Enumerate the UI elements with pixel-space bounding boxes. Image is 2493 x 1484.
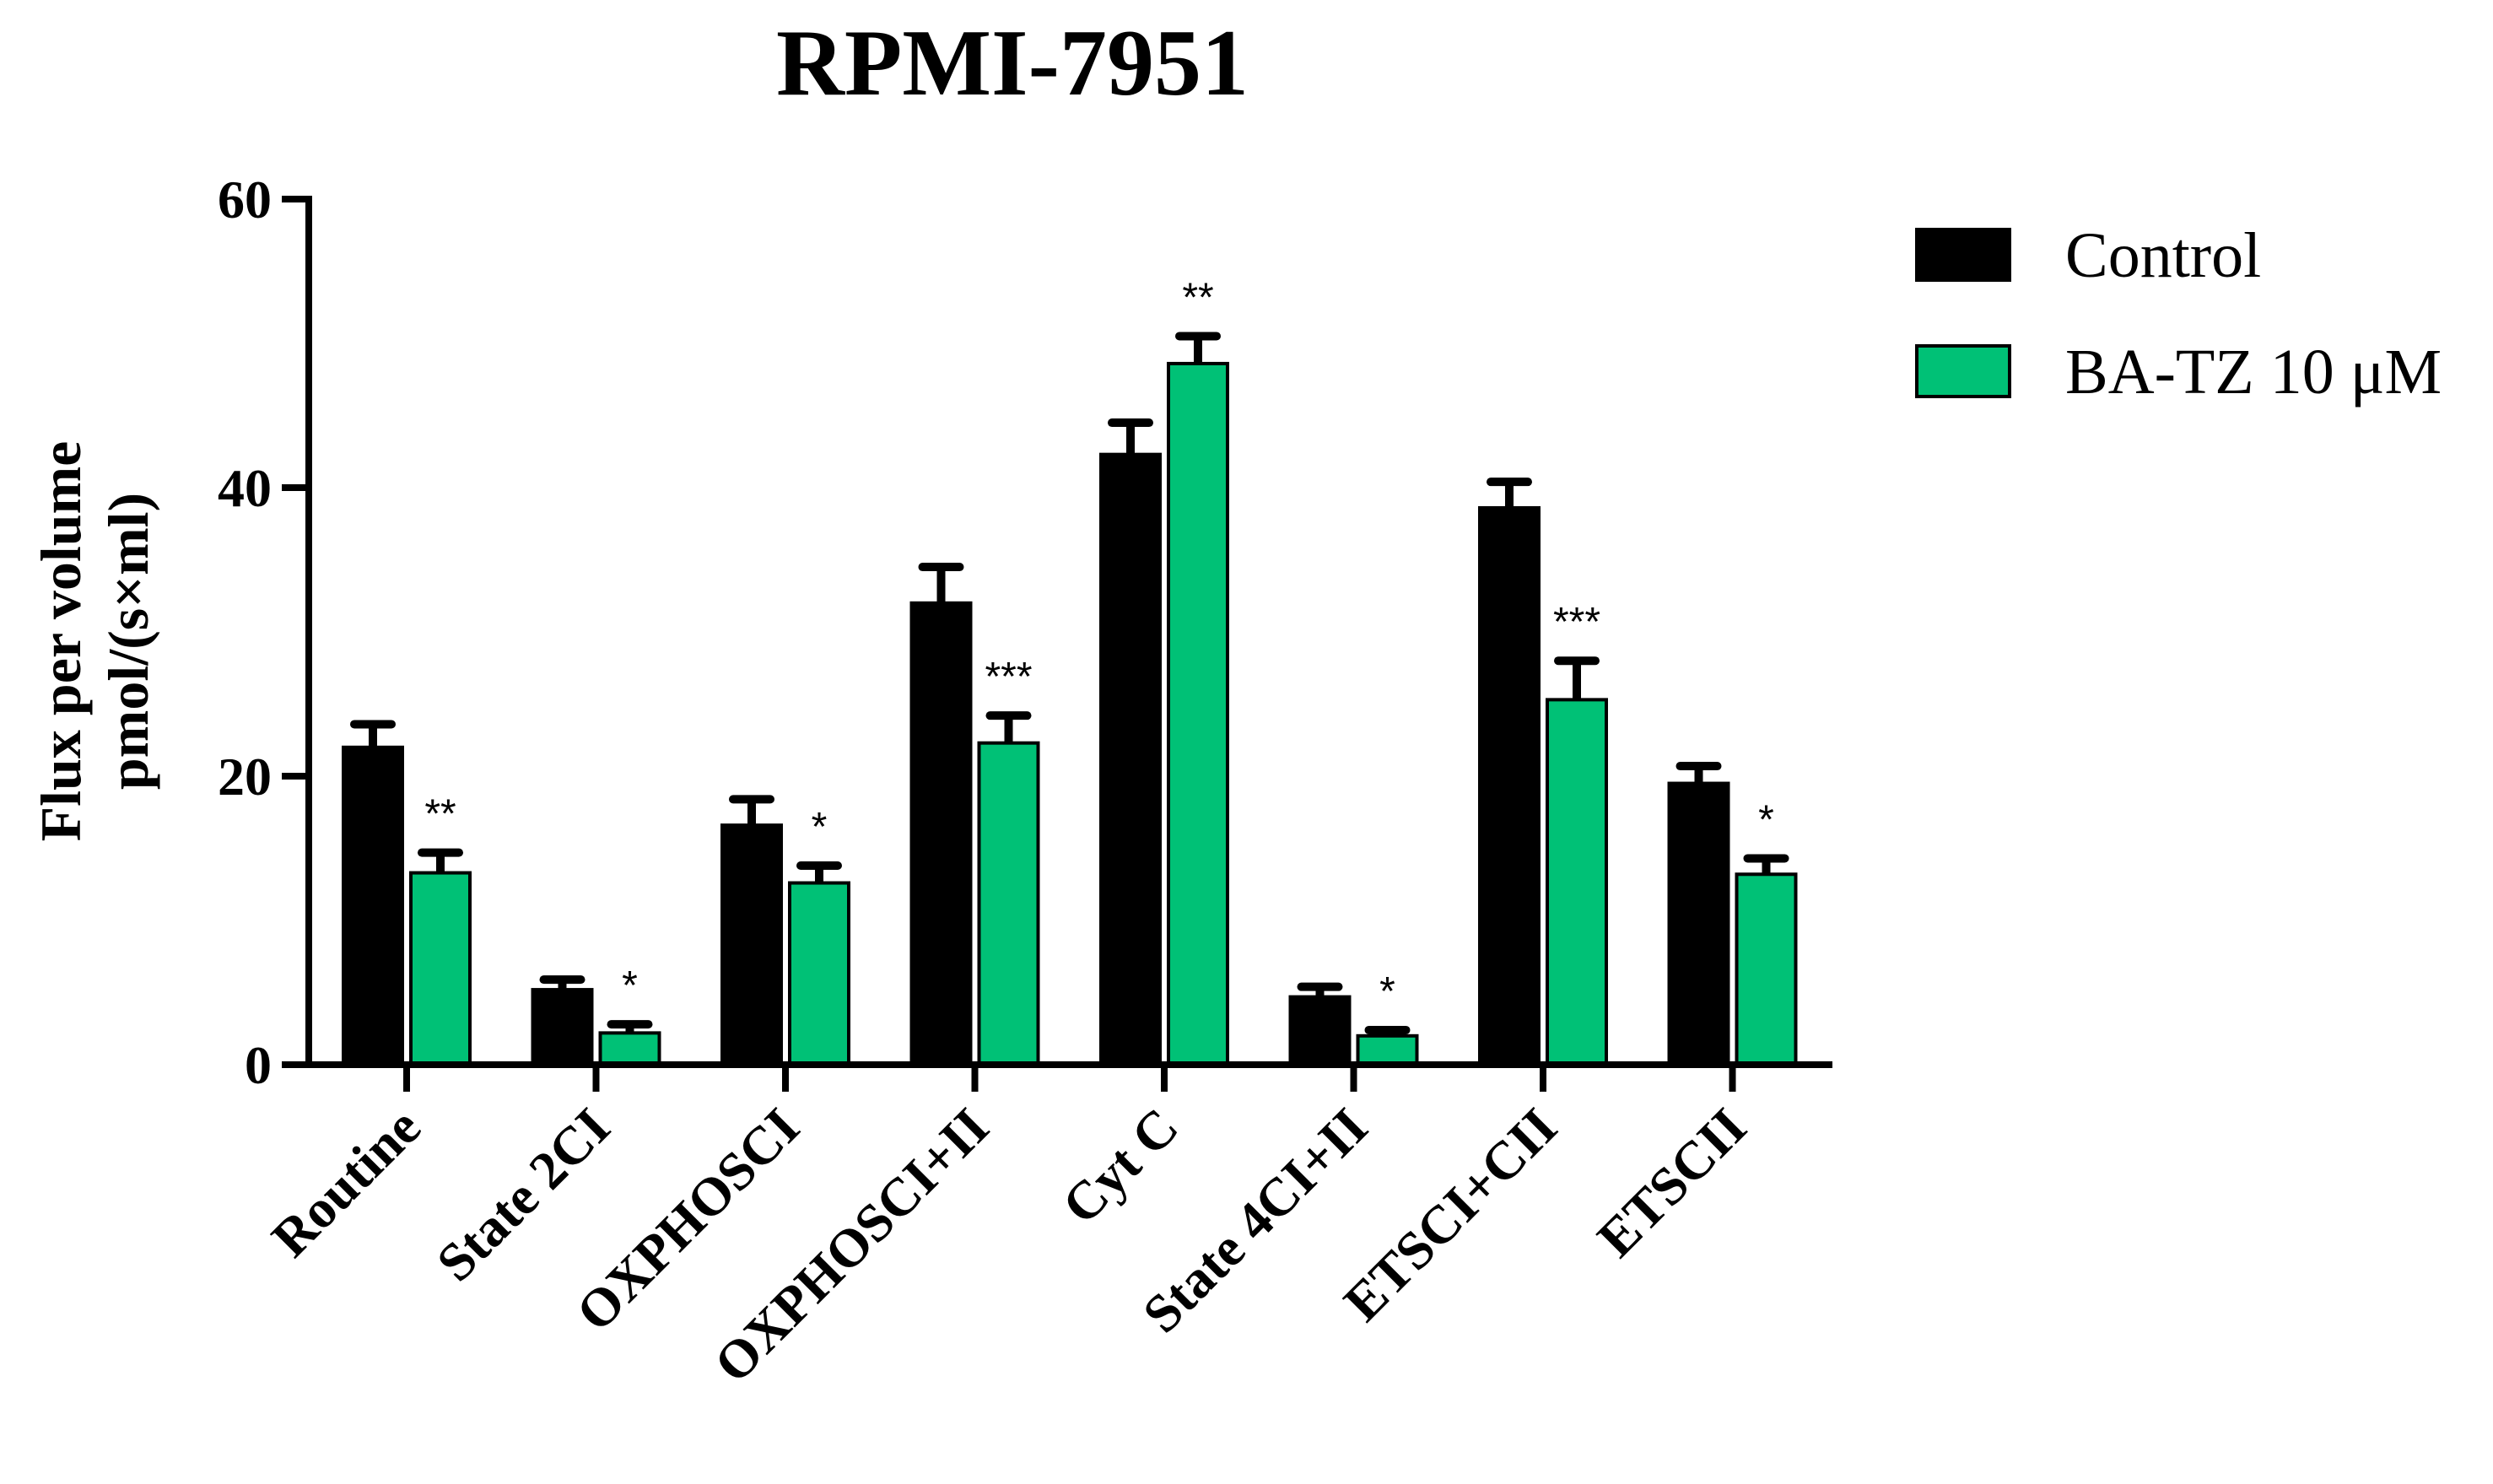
y-tick-label-3: 60 (218, 170, 272, 229)
bar-control-4 (1099, 452, 1162, 1066)
significance-marker-5: * (1379, 969, 1395, 1014)
bars-group (342, 361, 1798, 1067)
category-label-1: State 2CI (425, 1097, 621, 1292)
bar-control-3 (909, 601, 973, 1066)
legend-label-treatment: BA-TZ 10 μM (2065, 337, 2442, 407)
category-label-0: Routine (260, 1097, 432, 1269)
y-tick-label-0: 0 (245, 1035, 272, 1095)
significance-marker-1: * (622, 963, 638, 1008)
y-axis-label-line-2: pmol/(s×ml) (96, 493, 160, 790)
bar-treatment-7 (1735, 872, 1798, 1067)
bar-treatment-3 (977, 741, 1040, 1066)
bar-treatment-5 (1356, 1033, 1419, 1067)
significance-marker-2: * (812, 805, 828, 850)
bar-treatment-4 (1167, 361, 1229, 1066)
significance-marker-4: ** (1182, 275, 1213, 320)
bar-treatment-6 (1546, 698, 1608, 1066)
y-axis-label: Flux per volume pmol/(s×ml) (29, 441, 160, 842)
bar-control-6 (1478, 505, 1541, 1066)
significance-marker-6: *** (1553, 600, 1600, 645)
bar-control-2 (720, 823, 783, 1066)
bar-control-7 (1667, 781, 1730, 1066)
category-label-7: ETSCII (1586, 1097, 1758, 1269)
significance-marker-3: *** (985, 655, 1032, 699)
significance-group: ************** (424, 275, 1774, 1014)
chart-title: RPMI-7951 (776, 11, 1249, 116)
bar-control-5 (1288, 995, 1352, 1067)
significance-marker-7: * (1758, 797, 1774, 842)
legend-swatch-control (1915, 228, 2011, 282)
y-tick-label-1: 20 (218, 747, 272, 807)
bar-treatment-0 (409, 871, 472, 1066)
legend-label-control: Control (2065, 220, 2261, 291)
legend-swatch-treatment (1915, 344, 2011, 398)
significance-marker-0: ** (424, 792, 456, 837)
bar-treatment-1 (598, 1031, 661, 1067)
y-axis-label-line-1: Flux per volume (29, 441, 93, 842)
y-tick-label-2: 40 (218, 458, 272, 518)
x-ticks-group (403, 1065, 1736, 1092)
legend: Control BA-TZ 10 μM (1915, 220, 2442, 407)
bar-control-1 (531, 988, 594, 1066)
error-bars-group (350, 332, 1789, 1036)
category-label-4: Cyt C (1050, 1097, 1190, 1236)
bar-treatment-2 (788, 881, 850, 1067)
bar-control-0 (342, 745, 404, 1066)
y-ticks-group: 0 20 40 60 (218, 170, 309, 1095)
